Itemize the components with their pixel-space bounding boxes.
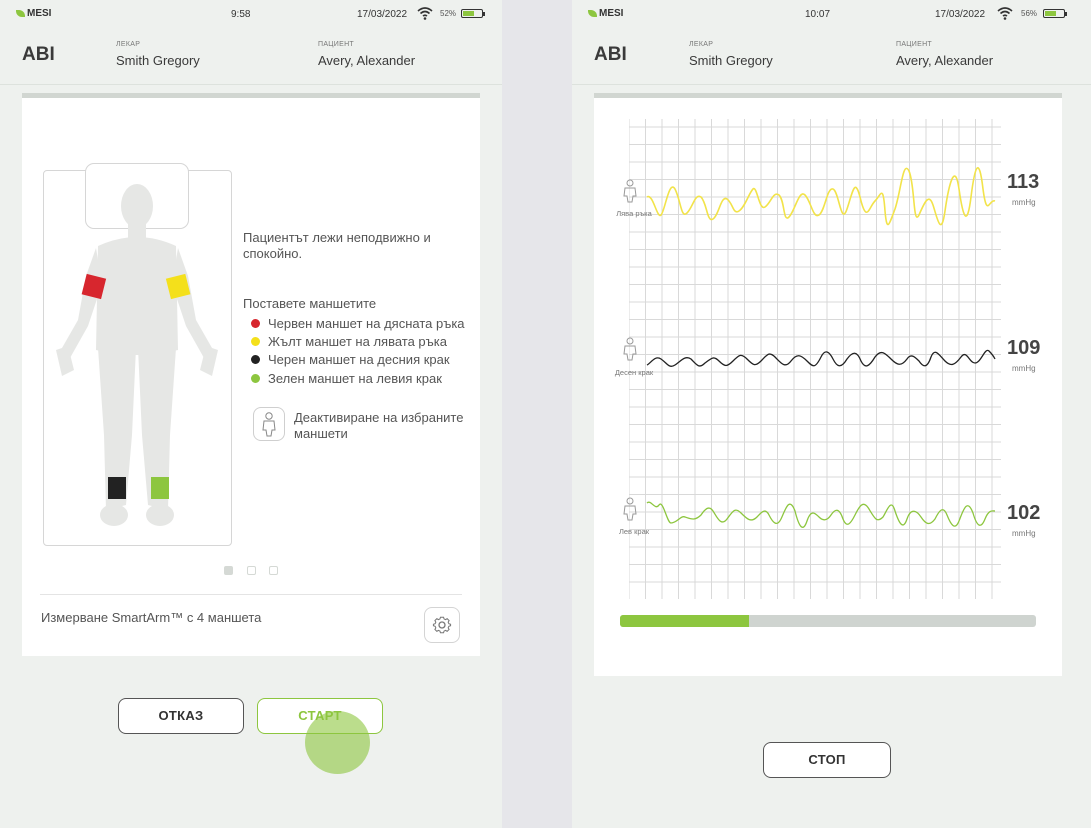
divider (40, 594, 462, 595)
page-title: ABI (22, 44, 55, 65)
app-header: ABI ЛЕКАР Smith Gregory ПАЦИЕНТ Avery, A… (0, 28, 502, 85)
green-dot-icon (251, 374, 260, 383)
doctor-label: ЛЕКАР (689, 41, 714, 48)
cuff-placement-screen: MESI 9:58 17/03/2022 52% ABI ЛЕКАР Smith… (0, 0, 502, 828)
patient-label: ПАЦИЕНТ (896, 41, 933, 48)
cuffs-title: Поставете маншетите (243, 296, 377, 311)
doctor-label: ЛЕКАР (116, 41, 141, 48)
status-time: 9:58 (231, 9, 251, 20)
pager-dot[interactable] (247, 566, 256, 575)
channel-label-right-leg: Десен крак (614, 368, 654, 377)
mesi-logo: MESI (16, 8, 51, 19)
channel-value-right-leg: 109 (1007, 337, 1041, 359)
wave-right-leg (646, 349, 996, 367)
patient-instruction: Пациентът лежи неподвижно и спокойно. (243, 230, 431, 261)
channel-unit: mmHg (1012, 198, 1036, 207)
touch-indicator (305, 711, 370, 774)
doctor-name: Smith Gregory (116, 53, 200, 68)
channel-value-left-arm: 113 (1007, 171, 1040, 193)
person-icon (623, 337, 637, 361)
battery-percent: 52% (440, 9, 457, 18)
battery-icon (461, 9, 485, 18)
settings-button[interactable] (424, 607, 460, 643)
status-date: 17/03/2022 (935, 9, 986, 20)
left-leg-cuff (151, 477, 169, 499)
channel-unit: mmHg (1012, 364, 1036, 373)
deactivate-cuffs-label[interactable]: Деактивиране на избраните маншети (294, 410, 464, 441)
mesi-logo: MESI (588, 8, 623, 19)
person-icon (623, 179, 637, 203)
measurement-screen: MESI 10:07 17/03/2022 56% ABI ЛЕКАР Smit… (572, 0, 1091, 828)
pager-dot-active[interactable] (224, 566, 233, 575)
wifi-icon (997, 7, 1013, 20)
channel-label-left-leg: Лев крак (618, 527, 650, 536)
battery-icon (1043, 9, 1067, 18)
battery-percent: 56% (1021, 9, 1038, 18)
waveform-grid (629, 119, 1001, 599)
progress-fill (620, 615, 749, 627)
left-arm-cuff (165, 273, 191, 300)
status-bar: MESI 10:07 17/03/2022 56% (572, 4, 1091, 24)
status-bar: MESI 9:58 17/03/2022 52% (0, 4, 502, 24)
gear-icon (432, 616, 452, 634)
yellow-dot-icon (251, 337, 260, 346)
wifi-icon (417, 7, 433, 20)
wave-left-arm (646, 167, 996, 226)
patient-label: ПАЦИЕНТ (318, 41, 355, 48)
right-leg-cuff (108, 477, 126, 499)
page-title: ABI (594, 44, 627, 65)
patient-name: Avery, Alexander (318, 53, 416, 68)
app-header: ABI ЛЕКАР Smith Gregory ПАЦИЕНТ Avery, A… (572, 28, 1091, 85)
doctor-name: Smith Gregory (689, 53, 773, 68)
deactivate-cuffs-button[interactable] (253, 407, 285, 441)
right-arm-cuff (81, 273, 107, 300)
status-time: 10:07 (805, 9, 831, 20)
patient-name: Avery, Alexander (896, 53, 994, 68)
measurement-mode-label: Измерване SmartArm™ с 4 маншета (41, 610, 262, 625)
person-icon (623, 497, 637, 521)
person-icon (262, 412, 276, 437)
wave-left-leg (646, 501, 996, 528)
waveform-card: Лява ръка 113 mmHg Десен крак 109 mmHg Л… (594, 93, 1062, 676)
red-dot-icon (251, 319, 260, 328)
status-date: 17/03/2022 (357, 9, 408, 20)
pager-dot[interactable] (269, 566, 278, 575)
stop-button[interactable]: СТОП (763, 742, 891, 778)
channel-label-left-arm: Лява ръка (616, 209, 652, 218)
channel-value-left-leg: 102 (1007, 502, 1041, 524)
black-dot-icon (251, 355, 260, 364)
measurement-progress-bar (620, 615, 1036, 627)
patient-body-figure (56, 184, 218, 526)
cancel-button[interactable]: ОТКАЗ (118, 698, 244, 734)
channel-unit: mmHg (1012, 529, 1036, 538)
